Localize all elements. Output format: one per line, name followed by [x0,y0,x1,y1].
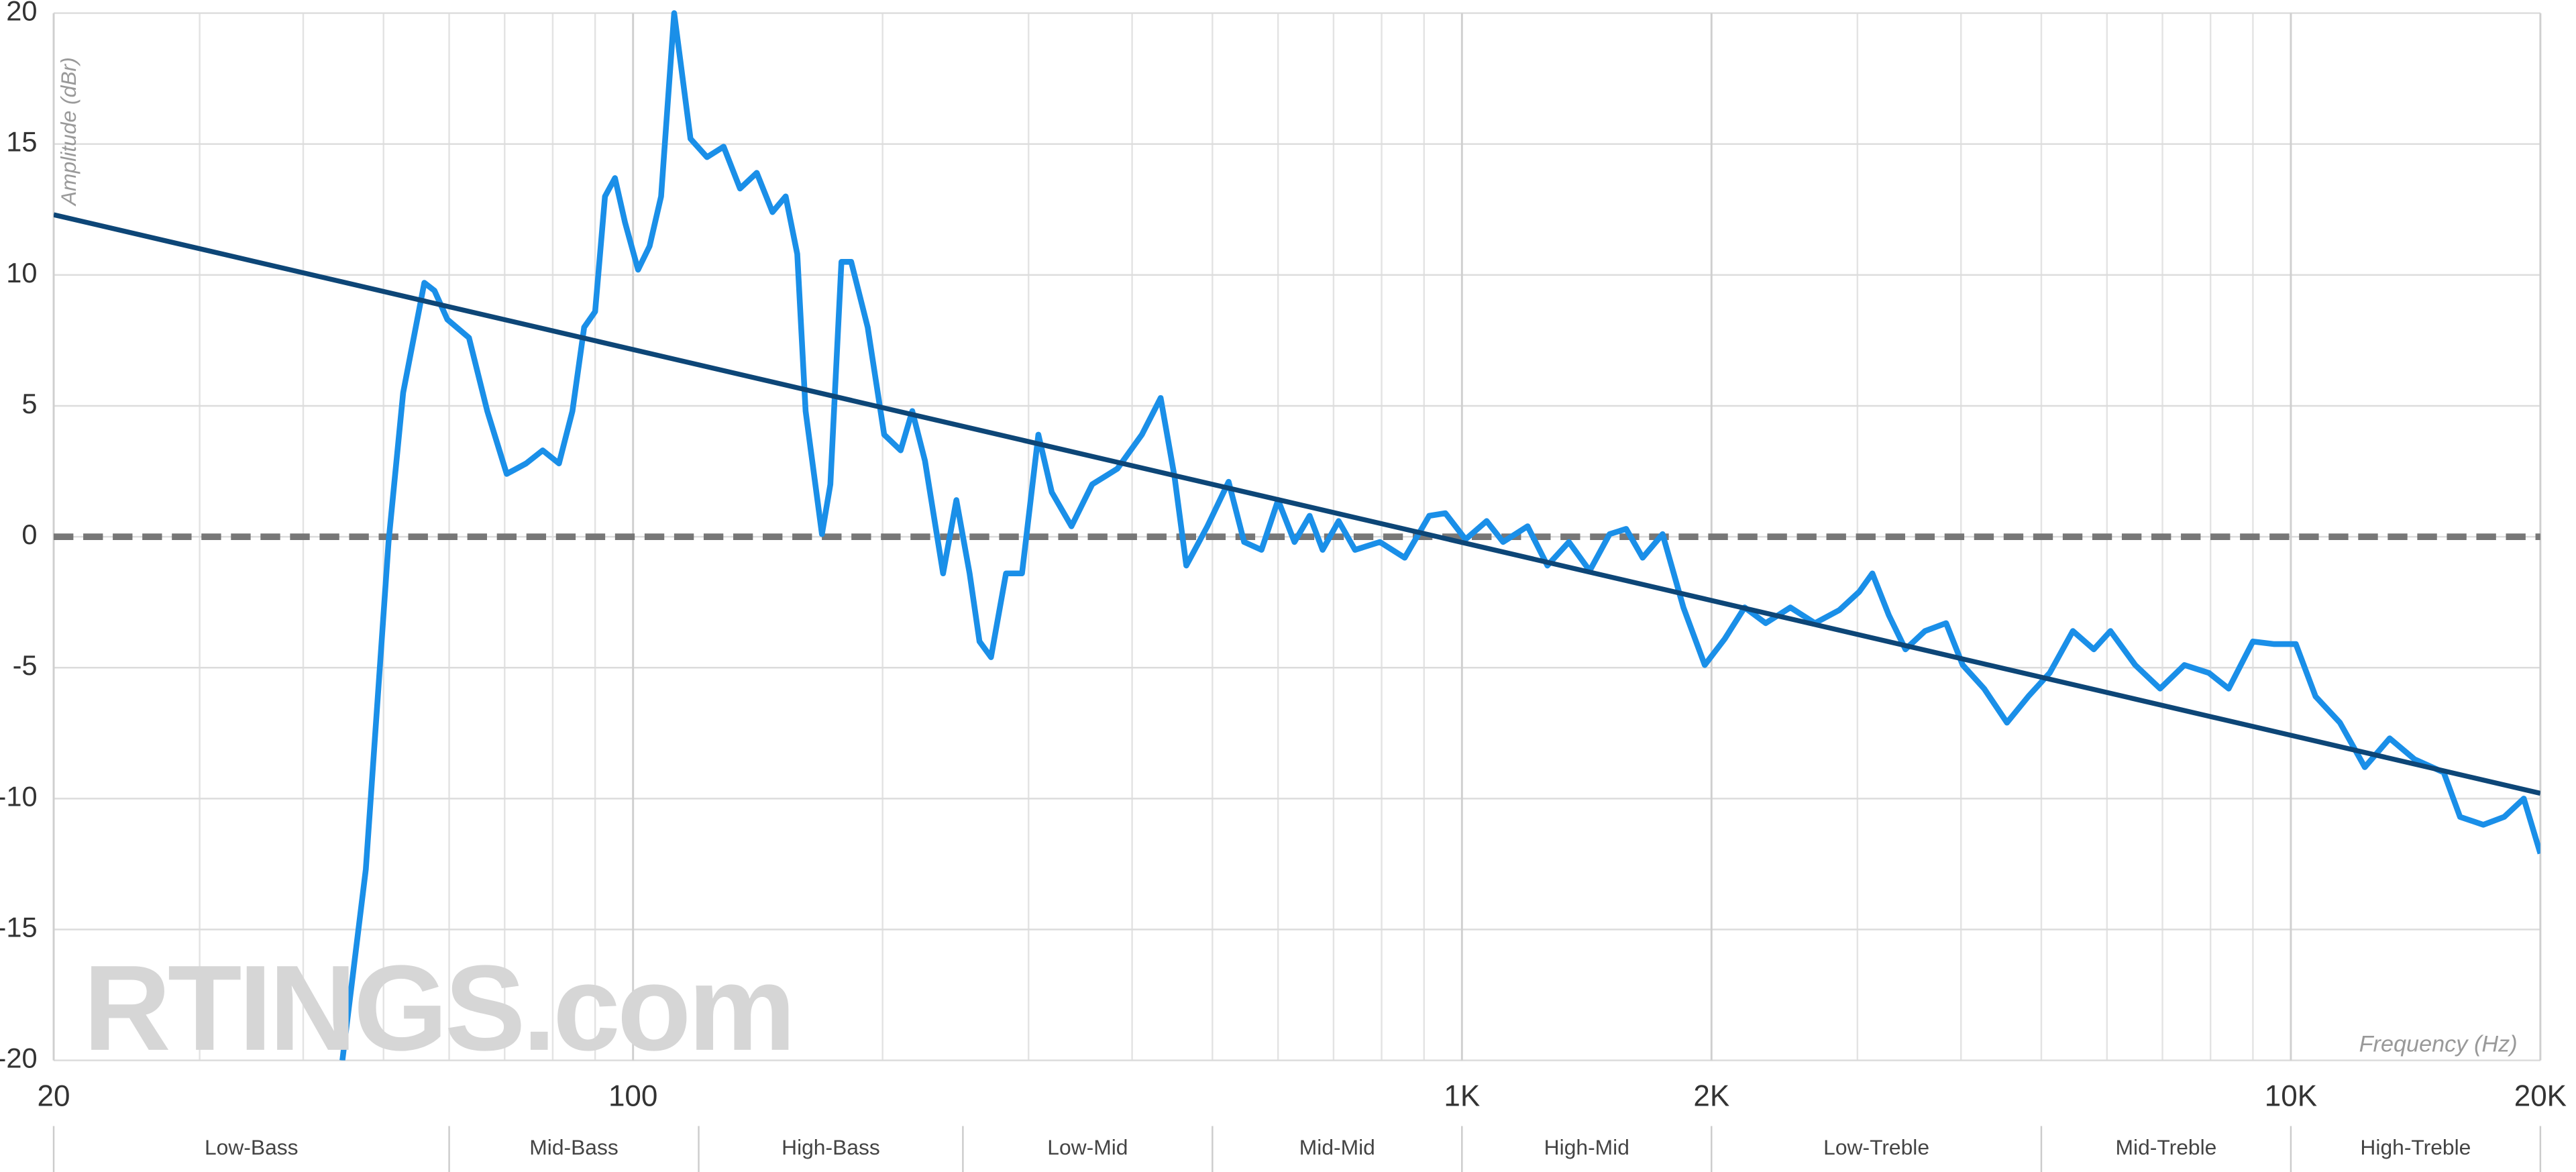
x-tick-label: 2K [1693,1080,1729,1113]
y-tick-label: 5 [21,388,37,419]
band-label: Mid-Treble [2116,1135,2217,1159]
band-label: High-Treble [2360,1135,2471,1159]
x-tick-label: 10K [2265,1080,2317,1113]
marks [54,10,2540,1061]
band-label: Low-Bass [205,1135,299,1159]
y-tick-label: -10 [0,780,38,812]
x-tick-label: 1K [1444,1080,1480,1113]
band-label: High-Bass [782,1135,880,1159]
y-tick-label: -5 [13,649,38,681]
y-tick-label: -20 [0,1043,38,1074]
y-tick-label: -15 [0,911,38,943]
band-label: Low-Mid [1047,1135,1128,1159]
band-label: High-Mid [1544,1135,1629,1159]
y-tick-label: 15 [6,126,37,158]
series-line [54,212,2540,796]
y-tick-label: 20 [6,0,37,27]
band-label: Mid-Mid [1299,1135,1375,1159]
x-tick-label: 20 [38,1080,70,1113]
x-tick-label: 20K [2514,1080,2567,1113]
x-axis-label: Frequency (Hz) [2359,1032,2518,1057]
y-axis-label: Amplitude (dBr) [56,57,80,207]
watermark: RTINGS.com [83,941,793,1076]
band-label: Mid-Bass [529,1135,619,1159]
x-tick-label: 100 [608,1080,657,1113]
band-label: Low-Treble [1823,1135,1929,1159]
y-tick-label: 0 [21,519,37,550]
y-tick-label: 10 [6,257,37,288]
